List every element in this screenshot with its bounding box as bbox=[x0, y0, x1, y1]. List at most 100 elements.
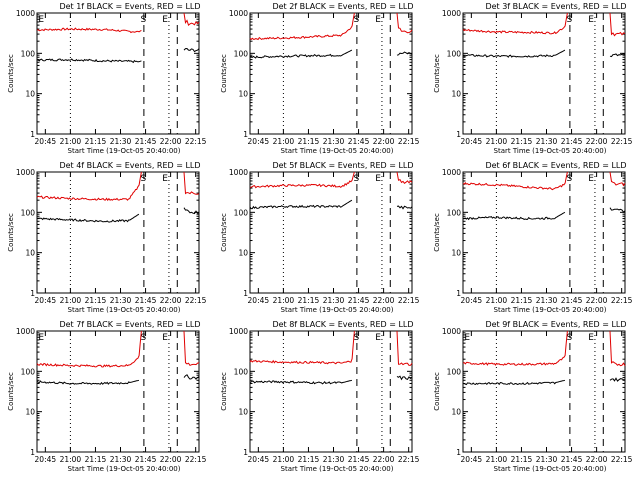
x-tick-label: 20:45 bbox=[35, 455, 57, 464]
series-lld-line bbox=[249, 12, 355, 41]
y-tick-label: 100 bbox=[234, 208, 249, 217]
x-tick-label: 21:45 bbox=[348, 455, 370, 464]
y-axis-label: Counts/sec bbox=[433, 54, 441, 93]
y-tick-label: 10 bbox=[238, 408, 248, 417]
time-marker-label: S bbox=[141, 174, 147, 184]
y-tick-label: 1 bbox=[243, 289, 248, 298]
y-tick-label: 1 bbox=[243, 448, 248, 457]
series-lld-line bbox=[462, 171, 568, 191]
series-events-tail bbox=[609, 377, 625, 382]
series-lld-line bbox=[462, 330, 568, 366]
panel-det-9: Det 9f BLACK = Events, RED = LLD 1 10 100 10… bbox=[433, 320, 633, 473]
x-tick-label: 22:15 bbox=[611, 455, 633, 464]
time-marker-label: E bbox=[38, 333, 44, 343]
y-tick-label: 1000 bbox=[442, 168, 461, 177]
series-lld-tail bbox=[396, 12, 413, 34]
x-tick-label: 21:45 bbox=[135, 296, 157, 305]
x-tick-label: 21:30 bbox=[536, 137, 558, 146]
x-tick-label: 22:00 bbox=[160, 137, 182, 146]
x-tick-label: 21:15 bbox=[85, 455, 107, 464]
series-lld-tail bbox=[609, 12, 626, 37]
y-tick-label: 100 bbox=[21, 367, 36, 376]
panel-det-3: Det 3f BLACK = Events, RED = LLD 1 10 100 10… bbox=[433, 2, 633, 155]
series-lld-tail bbox=[396, 330, 413, 366]
time-marker-label: S bbox=[354, 15, 360, 25]
x-tick-label: 21:45 bbox=[348, 296, 370, 305]
x-tick-label: 21:00 bbox=[273, 455, 295, 464]
x-tick-label: 22:15 bbox=[611, 137, 633, 146]
x-tick-label: 22:15 bbox=[611, 296, 633, 305]
series-events-tail bbox=[183, 47, 200, 53]
x-tick-label: 20:45 bbox=[248, 455, 270, 464]
panel-title: Det 2f BLACK = Events, RED = LLD bbox=[272, 2, 413, 11]
x-tick-label: 22:00 bbox=[373, 455, 395, 464]
x-tick-label: 20:45 bbox=[461, 455, 483, 464]
series-events-line bbox=[36, 213, 140, 223]
series-events-tail bbox=[609, 207, 626, 213]
time-marker-label: E bbox=[588, 174, 594, 184]
x-tick-label: 22:15 bbox=[398, 137, 420, 146]
panel-det-4: Det 4f BLACK = Events, RED = LLD 1 10 100 10… bbox=[7, 161, 207, 314]
plot-frame bbox=[462, 171, 626, 294]
x-tick-label: 22:15 bbox=[398, 455, 420, 464]
y-tick-label: 10 bbox=[25, 408, 35, 417]
series-events-line bbox=[36, 58, 142, 64]
x-tick-label: 21:45 bbox=[135, 137, 157, 146]
series-lld-tail bbox=[396, 171, 413, 184]
plot-frame bbox=[36, 12, 200, 135]
panel-title: Det 9f BLACK = Events, RED = LLD bbox=[485, 320, 626, 329]
panel-det-1: Det 1f BLACK = Events, RED = LLD 1 10 100 10… bbox=[7, 2, 207, 155]
time-marker-label: E bbox=[588, 333, 594, 343]
time-marker-label: S bbox=[567, 333, 573, 343]
x-tick-label: 21:45 bbox=[561, 137, 583, 146]
y-tick-label: 1 bbox=[30, 130, 35, 139]
time-marker-label: E bbox=[38, 15, 44, 25]
time-marker-label: S bbox=[354, 333, 360, 343]
series-lld-line bbox=[249, 171, 355, 189]
time-marker-label: S bbox=[567, 15, 573, 25]
time-marker-label: E bbox=[162, 333, 168, 343]
x-tick-label: 21:45 bbox=[135, 455, 157, 464]
panel-title: Det 4f BLACK = Events, RED = LLD bbox=[59, 161, 200, 170]
x-tick-label: 20:45 bbox=[248, 137, 270, 146]
y-axis-label: Counts/sec bbox=[220, 372, 228, 411]
time-marker-label: S bbox=[354, 174, 360, 184]
y-axis-label: Counts/sec bbox=[220, 213, 228, 252]
series-lld-line bbox=[36, 27, 142, 34]
x-tick-label: 22:00 bbox=[586, 296, 608, 305]
y-axis-label: Counts/sec bbox=[7, 372, 15, 411]
series-lld-line bbox=[462, 12, 568, 35]
x-tick-label: 22:15 bbox=[185, 137, 207, 146]
y-tick-label: 100 bbox=[234, 367, 249, 376]
y-tick-label: 1 bbox=[30, 289, 35, 298]
panel-title: Det 8f BLACK = Events, RED = LLD bbox=[272, 320, 413, 329]
panel-title: Det 1f BLACK = Events, RED = LLD bbox=[59, 2, 200, 11]
y-tick-label: 10 bbox=[451, 90, 461, 99]
x-axis-label: Start Time (19-Oct-05 20:40:00) bbox=[281, 306, 394, 314]
y-tick-label: 1000 bbox=[442, 327, 461, 336]
y-axis-label: Counts/sec bbox=[433, 372, 441, 411]
panel-det-5: Det 5f BLACK = Events, RED = LLD 1 10 100 10… bbox=[220, 161, 420, 314]
x-tick-label: 21:30 bbox=[323, 137, 345, 146]
y-tick-label: 10 bbox=[25, 249, 35, 258]
x-tick-label: 21:30 bbox=[323, 455, 345, 464]
x-tick-label: 22:00 bbox=[160, 455, 182, 464]
y-axis-label: Counts/sec bbox=[433, 213, 441, 252]
x-tick-label: 21:00 bbox=[486, 296, 508, 305]
x-tick-label: 21:00 bbox=[60, 137, 82, 146]
x-tick-label: 21:45 bbox=[561, 455, 583, 464]
series-lld-tail bbox=[183, 330, 200, 367]
series-events-tail bbox=[396, 205, 413, 210]
x-axis-label: Start Time (19-Oct-05 20:40:00) bbox=[494, 465, 607, 473]
plot-frame bbox=[249, 12, 413, 135]
x-tick-label: 21:15 bbox=[298, 296, 320, 305]
time-marker-label: E bbox=[464, 333, 470, 343]
time-marker-label: E bbox=[162, 15, 168, 25]
x-axis-label: Start Time (19-Oct-05 20:40:00) bbox=[281, 465, 394, 473]
y-tick-label: 100 bbox=[234, 49, 249, 58]
y-tick-label: 1 bbox=[456, 448, 461, 457]
x-tick-label: 20:45 bbox=[35, 137, 57, 146]
y-tick-label: 1000 bbox=[229, 168, 248, 177]
panel-title: Det 7f BLACK = Events, RED = LLD bbox=[59, 320, 200, 329]
